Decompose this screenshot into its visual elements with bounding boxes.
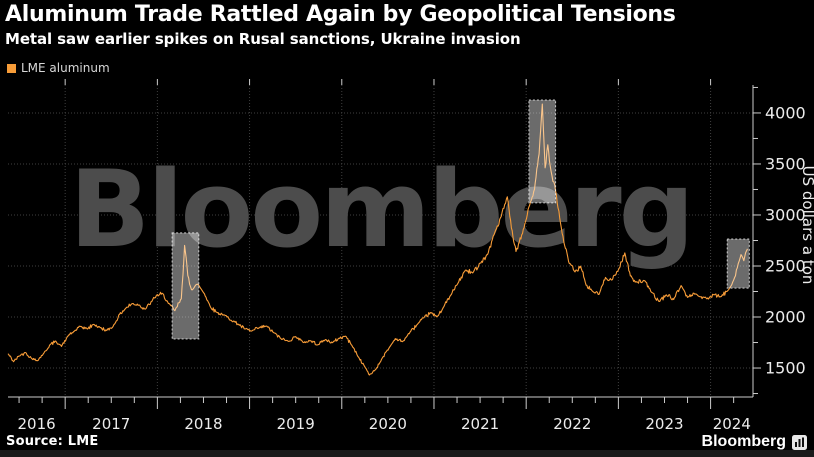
x-tick-label-2016: 2016 — [17, 415, 55, 433]
y-tick-label-3000: 3000 — [765, 205, 806, 224]
bloomberg-logo-text: Bloomberg — [701, 433, 786, 450]
source-credit: Source: LME — [6, 434, 99, 449]
chart-subtitle: Metal saw earlier spikes on Rusal sancti… — [5, 30, 521, 48]
x-tick-label-2017: 2017 — [92, 415, 130, 433]
y-tick-label-3500: 3500 — [765, 154, 806, 173]
axes — [8, 79, 761, 409]
legend: LME aluminum — [7, 61, 110, 75]
highlight-box-new-tensions-2024 — [726, 238, 750, 289]
x-tick-label-2023: 2023 — [645, 415, 683, 433]
y-tick-label-4000: 4000 — [765, 103, 806, 122]
highlight-box-rusal-sanctions-2018 — [171, 232, 200, 340]
footer-strip — [0, 450, 814, 457]
x-tick-label-2018: 2018 — [184, 415, 222, 433]
legend-label: LME aluminum — [21, 61, 110, 75]
gridlines — [8, 85, 753, 397]
x-tick-label-2020: 2020 — [369, 415, 407, 433]
price-line-lme-aluminum — [7, 103, 748, 376]
x-tick-label-2024: 2024 — [713, 415, 751, 433]
y-tick-label-2500: 2500 — [765, 256, 806, 275]
chart-title: Aluminum Trade Rattled Again by Geopolit… — [5, 2, 676, 27]
bloomberg-terminal-icon — [792, 434, 807, 450]
highlight-box-ukraine-invasion-2022 — [528, 99, 557, 204]
y-tick-label-1500: 1500 — [765, 359, 806, 378]
x-tick-label-2021: 2021 — [461, 415, 499, 433]
y-tick-label-2000: 2000 — [765, 308, 806, 327]
y-axis-labels: 1500 2000 2500 3000 3500 4000 — [765, 103, 806, 377]
x-tick-label-2019: 2019 — [277, 415, 315, 433]
x-tick-label-2022: 2022 — [553, 415, 591, 433]
x-axis-labels: 2016 2017 2018 2019 2020 2021 2022 2023 2024 — [17, 415, 750, 433]
y-axis-title: US dollars a ton — [799, 166, 814, 285]
watermark: Bloomberg — [69, 148, 691, 271]
legend-swatch-icon — [7, 63, 16, 73]
bloomberg-logo: Bloomberg — [702, 433, 807, 451]
